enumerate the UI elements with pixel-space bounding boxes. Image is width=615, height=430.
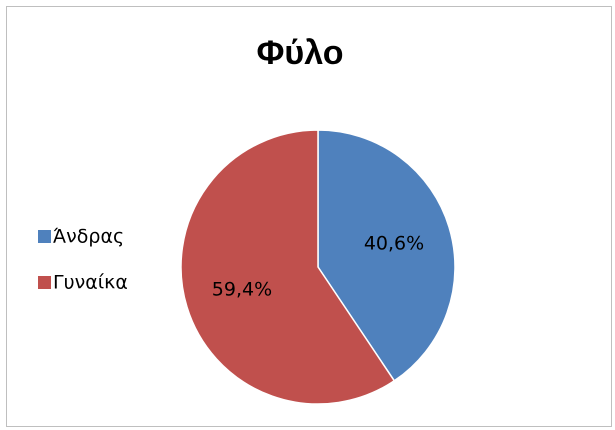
legend: Άνδρας Γυναίκα (38, 226, 128, 294)
pie-slice (317, 129, 456, 382)
legend-text: Άνδρας (53, 226, 124, 248)
pie-slice (180, 129, 396, 405)
legend-swatch (38, 230, 51, 243)
value-label: 40,6% (364, 232, 424, 254)
value-label: 59,4% (212, 279, 272, 301)
pie: 40,6% 59,4% (180, 129, 456, 405)
legend-swatch (38, 276, 51, 289)
legend-text: Γυναίκα (53, 272, 128, 294)
chart-title: Φύλο (257, 34, 344, 72)
